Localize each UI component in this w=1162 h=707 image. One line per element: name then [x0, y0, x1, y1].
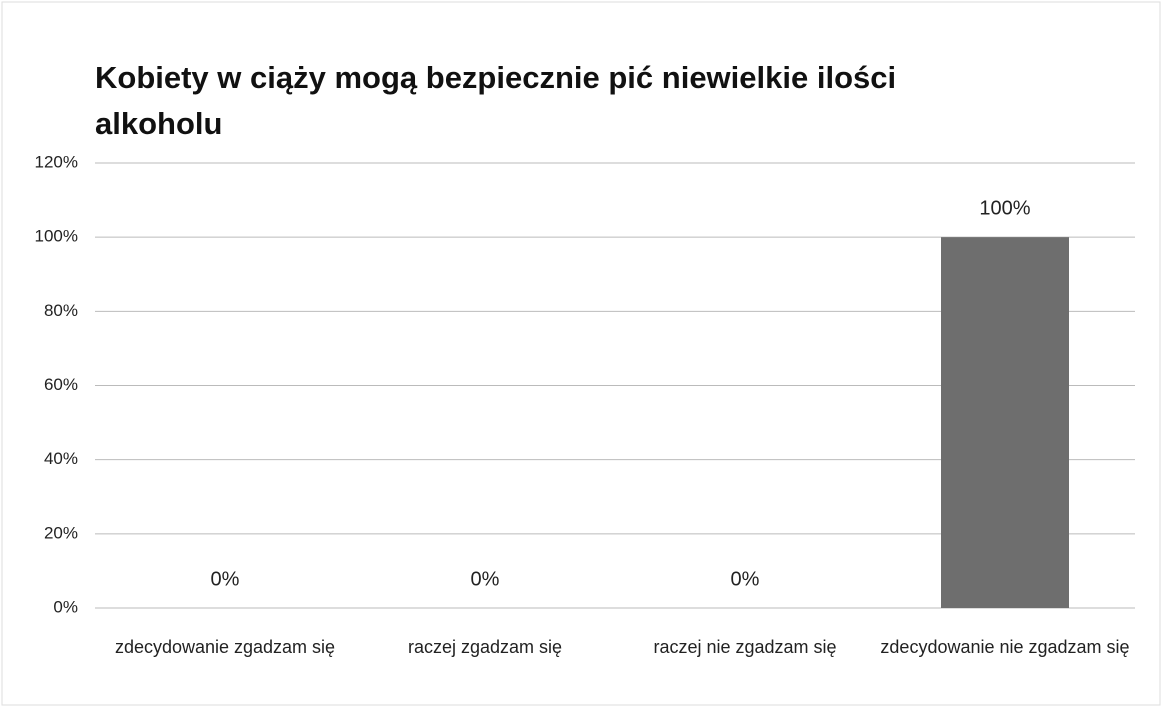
value-label: 100%: [979, 197, 1030, 219]
chart-title: Kobiety w ciąży mogą bezpiecznie pić nie…: [95, 60, 897, 141]
y-tick-label: 40%: [44, 449, 78, 468]
x-tick-label: zdecydowanie nie zgadzam się: [880, 637, 1130, 657]
y-tick-label: 60%: [44, 375, 78, 394]
value-label: 0%: [731, 568, 760, 590]
value-label: 0%: [211, 568, 240, 590]
x-tick-label: raczej zgadzam się: [407, 637, 563, 657]
y-tick-label: 100%: [35, 227, 78, 246]
y-tick-label: 80%: [44, 301, 78, 320]
x-tick-label: zdecydowanie zgadzam się: [114, 637, 336, 657]
y-tick-label: 120%: [35, 152, 78, 171]
bar: [941, 237, 1069, 608]
y-tick-label: 0%: [53, 597, 78, 616]
y-tick-label: 20%: [44, 523, 78, 542]
x-tick-label: raczej nie zgadzam się: [653, 637, 837, 657]
value-label: 0%: [471, 568, 500, 590]
